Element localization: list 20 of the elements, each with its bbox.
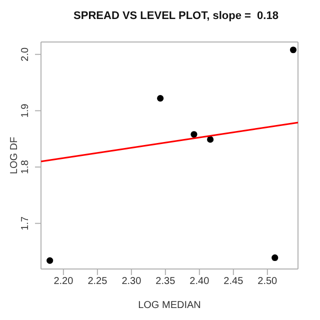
- x-tick-label: 2.30: [122, 276, 142, 288]
- point: [190, 131, 198, 138]
- point: [206, 136, 214, 143]
- y-tick-label: 1.8: [20, 160, 31, 174]
- chart-title: SPREAD VS LEVEL PLOT, slope = 0.18: [72, 10, 280, 22]
- x-tick-label: 2.20: [54, 276, 74, 288]
- x-tick-label: 2.45: [224, 276, 244, 288]
- point: [157, 95, 164, 102]
- y-tick-label: 2.0: [20, 47, 31, 62]
- y-tick-label: 1.9: [20, 103, 31, 118]
- x-axis-title: LOG MEDIAN: [138, 300, 201, 311]
- y-tick-label: 1.7: [20, 216, 31, 230]
- x-tick-label: 2.35: [156, 276, 176, 288]
- y-axis-title: LOG DF: [9, 136, 20, 174]
- point: [46, 257, 54, 264]
- point: [290, 46, 297, 54]
- x-tick-label: 2.25: [88, 276, 108, 288]
- x-tick-label: 2.40: [190, 276, 210, 288]
- point: [272, 254, 278, 262]
- x-tick-label: 2.50: [258, 276, 278, 288]
